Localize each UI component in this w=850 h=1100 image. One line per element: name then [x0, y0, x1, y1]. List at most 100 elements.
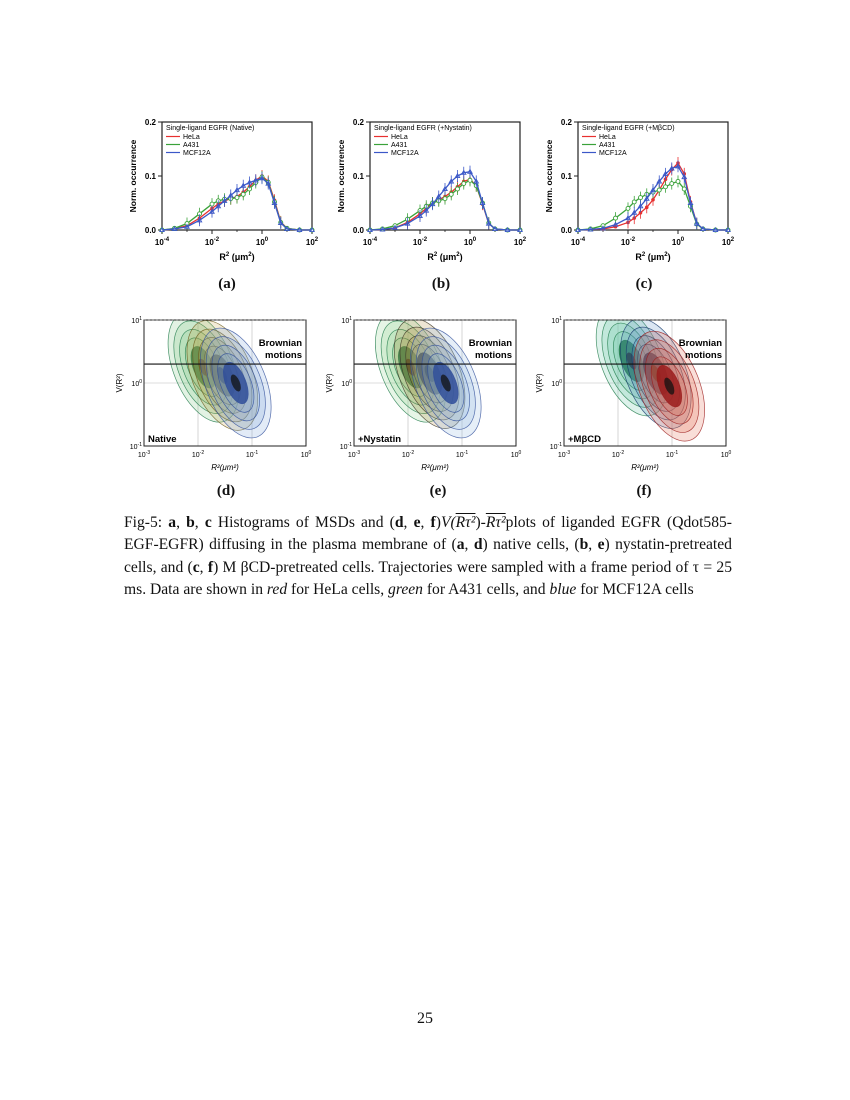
data-point-mcf12a: [460, 169, 467, 175]
data-point-mcf12a: [479, 199, 486, 206]
data-point-mcf12a: [637, 203, 644, 209]
legend-label-hela: HeLa: [391, 134, 408, 141]
data-point-mcf12a: [209, 208, 215, 214]
y-tick-label: 10-1: [340, 442, 352, 451]
y-tick-label: 10-1: [130, 442, 142, 451]
data-point-mcf12a: [240, 182, 247, 188]
x-tick-label: 102: [306, 237, 319, 247]
y-tick-label: 101: [131, 316, 142, 325]
data-point-a431: [467, 177, 473, 183]
data-point-a431: [681, 186, 687, 192]
data-point-a431: [663, 184, 668, 190]
contour-panel-e: Brownian motions +Nystatin 101 100 10-1 10-3 10…: [322, 312, 530, 480]
x-tick-label: 10-1: [246, 450, 258, 459]
panel-label-d: (d): [216, 483, 236, 499]
contour-area: [144, 320, 306, 446]
x-tick-label: 10-3: [558, 450, 570, 459]
x-tick-label: 102: [514, 237, 527, 247]
data-point-a431: [613, 215, 618, 221]
data-point-mcf12a: [392, 224, 398, 230]
data-point-mcf12a: [473, 178, 480, 184]
condition-label: +MβCD: [568, 434, 601, 445]
data-point-a431: [234, 195, 240, 201]
data-point-mcf12a: [643, 195, 650, 201]
x-tick-label: 10-2: [205, 237, 220, 247]
density-peak: [440, 374, 451, 392]
data-point-mcf12a: [423, 207, 430, 213]
y-axis-label: V(R²): [535, 373, 544, 392]
data-point-mcf12a: [196, 217, 203, 223]
x-axis-label: R2 (μm2): [635, 252, 670, 262]
data-point-mcf12a: [221, 197, 228, 203]
histogram-chart-c: 0.0 0.1 0.2 10-4 10-2 100 102 Norm. occurrence R…: [544, 118, 735, 262]
histogram-panel-c: 0.0 0.1 0.2 10-4 10-2 100 102 Norm. occurrence R…: [540, 112, 736, 278]
data-point-mcf12a: [587, 226, 594, 232]
data-point-a431: [240, 191, 246, 197]
x-tick-label: 10-4: [571, 237, 586, 247]
y-axis-label: Norm. occurrence: [128, 139, 138, 212]
contour-area: [564, 320, 726, 446]
data-point-mcf12a: [712, 226, 719, 233]
data-point-mcf12a: [448, 178, 455, 184]
data-point-mcf12a: [668, 165, 675, 171]
data-point-mcf12a: [404, 220, 411, 226]
y-tick-label: 101: [341, 316, 352, 325]
y-tick-label: 100: [131, 379, 142, 388]
y-tick-label: 0.0: [145, 226, 157, 235]
legend-label-mcf12a: MCF12A: [599, 150, 627, 157]
condition-label: Native: [148, 434, 177, 445]
x-tick-label: 10-1: [456, 450, 468, 459]
y-tick-label: 0.2: [145, 118, 157, 127]
data-point-a431: [631, 199, 637, 205]
x-tick-label: 100: [464, 237, 477, 247]
y-tick-label: 0.1: [561, 172, 573, 181]
y-axis-label: V(R²): [115, 373, 124, 392]
y-axis-label: Norm. occurrence: [544, 139, 554, 212]
data-point-mcf12a: [681, 173, 688, 180]
x-axis-label: R²(μm²): [211, 463, 239, 472]
y-axis-label: Norm. occurrence: [336, 139, 346, 212]
data-point-a431: [669, 181, 675, 187]
data-point-mcf12a: [600, 225, 606, 231]
contour-panel-d: Brownian motions Native 101 100 10-1 10-3 10-2 1…: [112, 312, 320, 480]
brownian-annotation-line2: motions: [685, 350, 722, 361]
data-point-mcf12a: [296, 226, 303, 233]
x-tick-label: 10-4: [363, 237, 378, 247]
data-point-mcf12a: [215, 203, 222, 209]
data-point-mcf12a: [367, 226, 373, 233]
data-point-mcf12a: [454, 172, 461, 179]
x-tick-label: 10-2: [612, 450, 624, 459]
data-point-mcf12a: [234, 186, 240, 193]
data-point-mcf12a: [284, 225, 290, 231]
panel-label-b: (b): [431, 276, 451, 292]
x-axis-label: R2 (μm2): [427, 252, 462, 262]
x-tick-label: 100: [721, 450, 732, 459]
legend-label-hela: HeLa: [599, 134, 616, 141]
legend-label-hela: HeLa: [183, 134, 200, 141]
y-tick-label: 0.2: [561, 118, 573, 127]
data-point-mcf12a: [159, 226, 165, 233]
data-point-mcf12a: [379, 226, 386, 232]
y-tick-label: 0.0: [353, 226, 365, 235]
data-point-mcf12a: [656, 178, 663, 184]
data-point-mcf12a: [309, 226, 315, 233]
data-point-mcf12a: [725, 226, 731, 233]
legend-label-mcf12a: MCF12A: [391, 150, 419, 157]
data-point-a431: [675, 178, 681, 184]
x-tick-label: 10-2: [192, 450, 204, 459]
x-tick-label: 100: [301, 450, 312, 459]
data-point-mcf12a: [631, 209, 638, 215]
brownian-annotation-line1: Brownian: [259, 338, 302, 349]
data-point-a431: [442, 196, 448, 202]
data-point-mcf12a: [252, 177, 259, 183]
page-number: 25: [417, 1010, 433, 1027]
x-tick-label: 10-4: [155, 237, 170, 247]
data-point-mcf12a: [429, 200, 436, 207]
x-tick-label: 10-2: [402, 450, 414, 459]
data-point-mcf12a: [246, 179, 253, 185]
histogram-chart-b: 0.0 0.1 0.2 10-4 10-2 100 102 Norm. occurrence R…: [336, 118, 527, 262]
y-tick-label: 0.2: [353, 118, 365, 127]
